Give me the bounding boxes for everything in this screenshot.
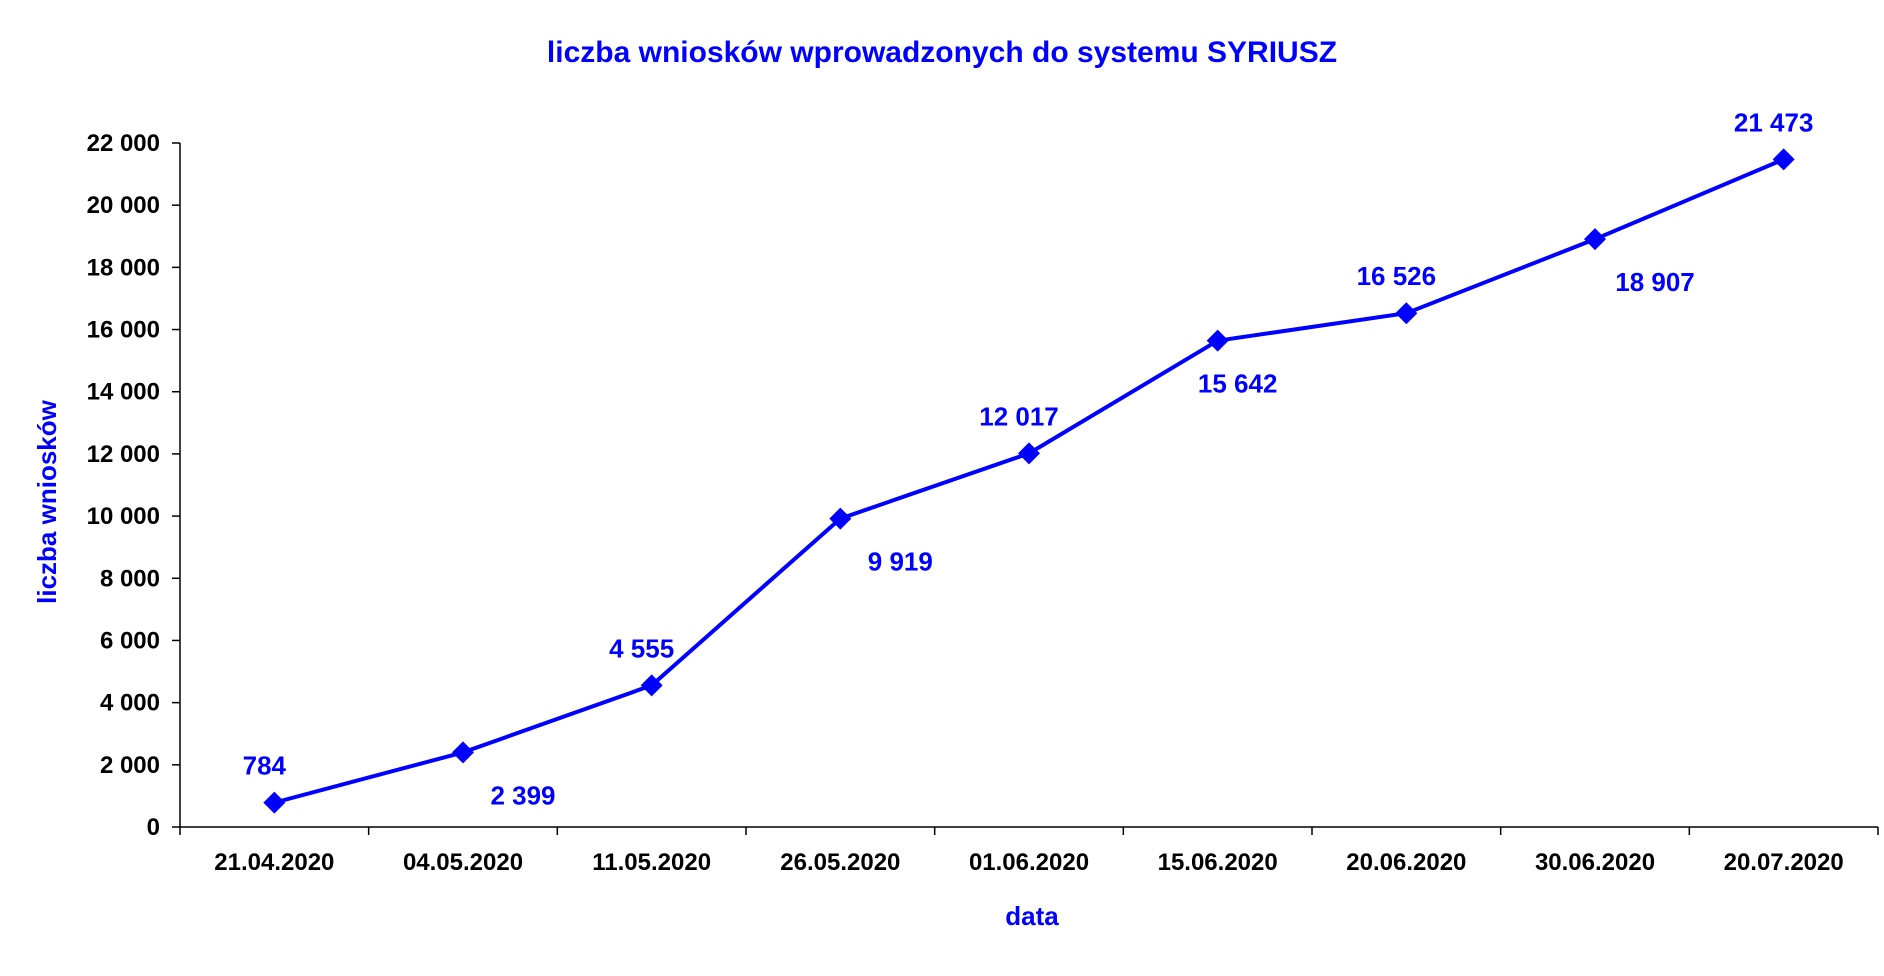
data-point-marker	[1206, 329, 1229, 352]
data-label: 16 526	[1357, 261, 1437, 291]
data-label: 4 555	[609, 633, 674, 663]
data-label: 18 907	[1615, 267, 1695, 297]
x-tick-label: 20.06.2020	[1346, 849, 1466, 876]
data-point-marker	[1395, 302, 1418, 325]
y-tick-label: 20 000	[87, 192, 160, 219]
y-tick-label: 10 000	[87, 503, 160, 530]
y-tick-label: 0	[147, 814, 160, 841]
x-tick-label: 30.06.2020	[1535, 849, 1655, 876]
data-label: 21 473	[1734, 107, 1814, 137]
x-tick-label: 11.05.2020	[592, 849, 711, 876]
y-tick-label: 14 000	[87, 379, 160, 406]
data-label: 2 399	[490, 780, 555, 810]
data-labels: 784 2 399 4 555 9 919 12 017 15 642 16 526 18 9…	[243, 107, 1814, 810]
y-tick-label: 8 000	[100, 565, 160, 592]
y-tick-label: 16 000	[87, 317, 160, 344]
y-tick-label: 4 000	[100, 690, 160, 717]
data-point-marker	[640, 674, 663, 697]
x-tick-label: 15.06.2020	[1158, 849, 1278, 876]
y-tick-label: 18 000	[87, 254, 160, 281]
data-label: 15 642	[1198, 369, 1278, 399]
data-label: 9 919	[868, 547, 933, 577]
x-tick-label: 21.04.2020	[214, 849, 334, 876]
x-tick-label: 01.06.2020	[969, 849, 1089, 876]
x-tick-label: 20.07.2020	[1724, 849, 1844, 876]
y-tick-label: 2 000	[100, 752, 160, 779]
y-axis-title: liczba wniosków	[32, 399, 62, 603]
y-tick-label: 22 000	[87, 130, 160, 157]
data-point-marker	[829, 507, 852, 530]
axes	[179, 143, 1878, 828]
data-point-marker	[1584, 228, 1606, 251]
data-label: 784	[243, 751, 287, 781]
series-line	[273, 157, 1785, 805]
data-point-marker	[263, 791, 286, 814]
data-label: 12 017	[979, 401, 1059, 431]
data-point-marker	[452, 741, 474, 764]
y-tick-label: 6 000	[100, 627, 160, 654]
x-axis-title: data	[1005, 901, 1059, 931]
chart-title: liczba wniosków wprowadzonych do systemu…	[547, 36, 1337, 69]
x-axis-ticks: 21.04.2020 04.05.2020 11.05.2020 26.05.2020…	[179, 827, 1879, 876]
x-tick-label: 04.05.2020	[403, 849, 523, 876]
y-tick-label: 12 000	[87, 441, 160, 468]
data-point-marker	[1772, 148, 1795, 171]
x-tick-label: 26.05.2020	[780, 849, 900, 876]
y-axis-ticks: 0 2 000 4 000 6 000 8 000 10 000 12 000 14 000 1…	[87, 130, 180, 841]
data-series	[263, 148, 1795, 814]
data-point-marker	[1018, 442, 1040, 465]
